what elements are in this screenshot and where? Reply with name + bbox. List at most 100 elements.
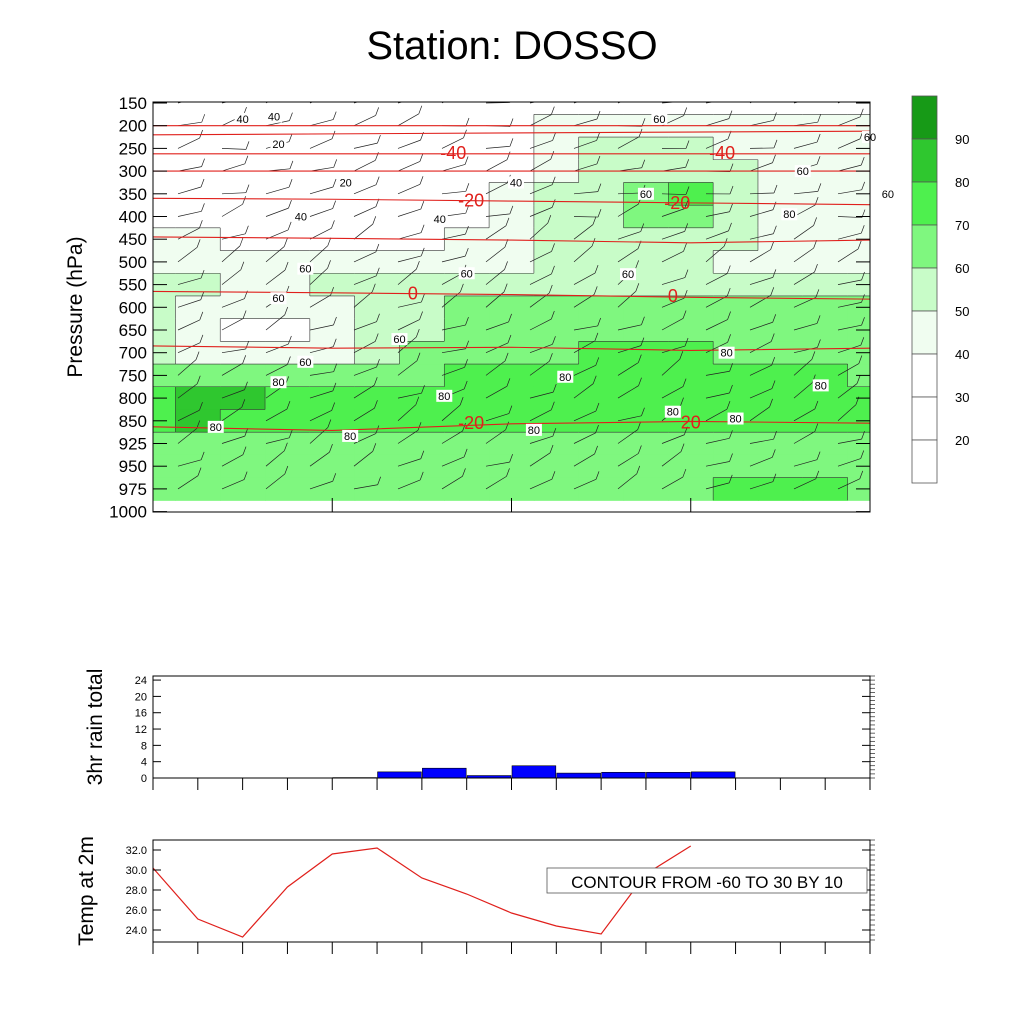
- rh-cell: [533, 386, 580, 411]
- rh-cell: [444, 409, 490, 433]
- rh-cell: [713, 227, 759, 252]
- svg-text:40: 40: [434, 214, 446, 226]
- wind-barb: [837, 355, 863, 376]
- rh-cell: [489, 364, 535, 388]
- rh-cell: [399, 102, 445, 115]
- wind-barb: [837, 181, 865, 195]
- pressure-tick-label: 300: [119, 162, 147, 181]
- rh-cell: [757, 386, 804, 411]
- temperature-contour-label: -40: [709, 143, 735, 163]
- rh-contour-label: 80: [525, 423, 542, 437]
- wind-barb: [529, 151, 555, 172]
- rh-cell: [354, 454, 401, 479]
- rh-cell: [309, 318, 356, 342]
- temperature-contour-label: -40: [440, 143, 466, 163]
- contour-info-text: CONTOUR FROM -60 TO 30 BY 10: [571, 873, 843, 892]
- rh-cell: [309, 137, 356, 161]
- rain-tick-label: 20: [135, 691, 147, 703]
- svg-text:20: 20: [272, 139, 284, 151]
- rh-cell: [220, 182, 266, 206]
- wind-barb: [177, 467, 202, 490]
- wind-barb: [353, 102, 359, 104]
- svg-text:60: 60: [299, 264, 311, 276]
- rh-cell: [309, 409, 356, 433]
- wind-barb: [397, 247, 425, 263]
- wind-barb: [661, 200, 689, 217]
- rh-cell: [623, 477, 669, 501]
- rh-cell: [713, 318, 759, 342]
- rh-cell: [713, 205, 759, 229]
- rh-cell: [489, 137, 535, 161]
- rh-cell: [399, 250, 445, 274]
- wind-barb: [661, 443, 685, 467]
- wind-barb: [221, 184, 250, 195]
- rh-cell: [533, 454, 580, 479]
- wind-barb: [617, 407, 645, 422]
- rh-cell: [623, 364, 669, 388]
- svg-text:80: 80: [528, 425, 540, 437]
- rh-cell: [802, 432, 849, 456]
- wind-barb: [309, 260, 331, 285]
- rh-cell: [399, 432, 445, 456]
- rh-cell: [489, 250, 535, 274]
- rh-contour-label: 80: [664, 405, 681, 419]
- rain-tick-label: 0: [141, 773, 147, 785]
- rain-bar: [377, 771, 422, 779]
- colorbar-box: [911, 353, 938, 398]
- rh-cell: [668, 364, 714, 388]
- wind-barb: [221, 340, 250, 354]
- wind-barb: [705, 110, 733, 127]
- rain-tick-label: 16: [135, 708, 147, 720]
- wind-barb: [309, 286, 334, 308]
- wind-barb: [749, 314, 777, 331]
- wind-barb: [485, 378, 511, 399]
- wind-barb: [617, 283, 640, 308]
- temperature-contour-label: -20: [458, 413, 484, 433]
- pressure-tick-label: 150: [119, 94, 147, 113]
- wind-barb: [573, 155, 601, 172]
- rh-cell: [265, 227, 311, 252]
- rh-cell: [309, 273, 356, 297]
- rh-contour-label: 60: [458, 267, 475, 280]
- rh-cell: [623, 409, 669, 433]
- wind-barb: [705, 102, 715, 104]
- wind-barb: [573, 357, 600, 376]
- rh-cell: [220, 227, 266, 252]
- wind-barb: [793, 217, 817, 240]
- svg-text:60: 60: [640, 189, 652, 201]
- wind-barb: [485, 421, 509, 444]
- wind-barb: [529, 102, 537, 104]
- rh-cell: [757, 182, 804, 206]
- wind-barb: [177, 114, 206, 127]
- svg-text:60: 60: [461, 268, 473, 280]
- rh-cell: [175, 341, 221, 365]
- rh-cell: [757, 227, 804, 252]
- wind-barb: [617, 223, 645, 240]
- pressure-tick-label: 750: [119, 366, 147, 385]
- rh-cell: [802, 250, 849, 274]
- rh-cell: [713, 250, 759, 274]
- rh-cell: [623, 386, 669, 411]
- rh-cell: [399, 454, 445, 479]
- wind-barb: [221, 155, 249, 172]
- colorbar-box: [911, 396, 938, 441]
- rh-cell: [489, 341, 535, 365]
- svg-text:80: 80: [272, 377, 284, 389]
- rh-cell: [802, 273, 849, 297]
- wind-barb: [485, 217, 510, 240]
- svg-text:60: 60: [272, 293, 284, 305]
- rh-cell: [757, 432, 804, 456]
- rh-cell: [444, 182, 490, 206]
- temperature-contour: [153, 130, 870, 136]
- wind-barb: [397, 311, 423, 331]
- temp-series-line: [152, 845, 692, 938]
- pressure-tick-label: 1000: [109, 503, 147, 522]
- rh-cell: [668, 318, 714, 342]
- wind-barb: [529, 444, 554, 467]
- pressure-tick-label: 700: [119, 344, 147, 363]
- rh-contour-lines: [153, 114, 870, 501]
- svg-text:40: 40: [510, 177, 522, 189]
- wind-barb: [793, 133, 821, 149]
- wind-barb: [573, 471, 600, 490]
- rh-cell: [668, 386, 714, 411]
